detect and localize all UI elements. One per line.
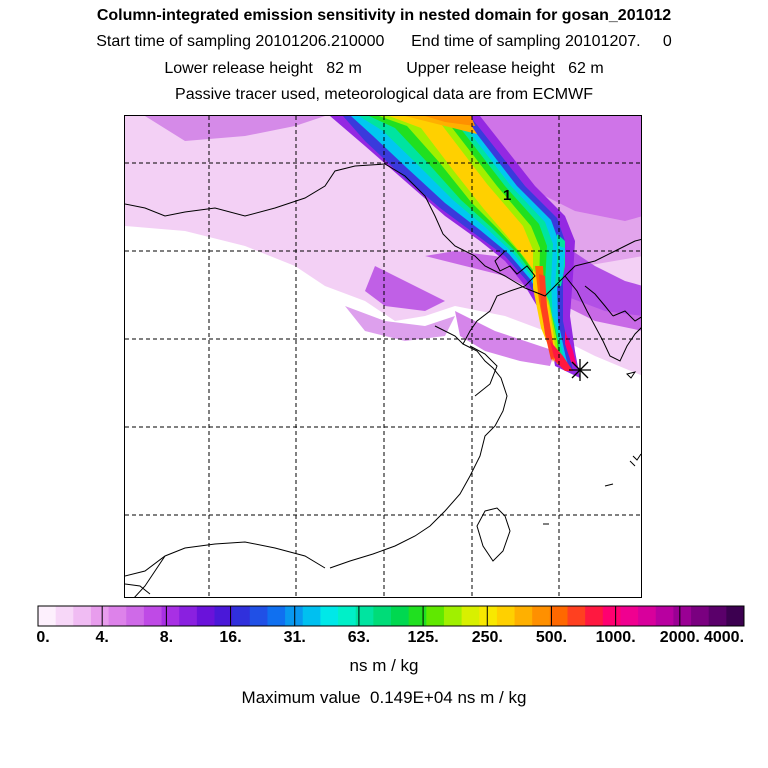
tracer-info: Passive tracer used, meteorological data… [175, 86, 593, 103]
colorbar-swatch [249, 606, 268, 626]
colorbar-swatch [38, 606, 57, 626]
colorbar-swatch [479, 606, 498, 626]
colorbar-tick-label: 1000. [595, 629, 636, 646]
colorbar-frame [37, 605, 745, 627]
colorbar-units: ns m / kg [349, 656, 419, 675]
colorbar-tick-label: 63. [347, 629, 371, 646]
colorbar-swatch [285, 606, 304, 626]
sampling-times: Start time of sampling 20101206.210000 E… [96, 33, 672, 50]
colorbar-tick-label: 0. [36, 629, 50, 646]
colorbar-tick-label: 8. [159, 629, 174, 646]
colorbar-swatch [214, 606, 233, 626]
colorbar-swatch [179, 606, 198, 626]
map-canvas: 1 [125, 116, 641, 597]
lat-lon-grid [125, 116, 641, 597]
colorbar-swatch [602, 606, 621, 626]
colorbar-swatch [161, 606, 180, 626]
colorbar-tick-label: 500. [535, 629, 568, 646]
colorbar-swatch [638, 606, 657, 626]
colorbar-swatch [655, 606, 674, 626]
colorbar [37, 605, 745, 627]
colorbar-swatch [708, 606, 727, 626]
colorbar-swatch [461, 606, 480, 626]
colorbar-swatch [673, 606, 692, 626]
colorbar-tick-label: 31. [283, 629, 306, 646]
emission-sensitivity-map: 1 [124, 115, 642, 598]
colorbar-swatch [232, 606, 251, 626]
colorbar-swatch [391, 606, 410, 626]
colorbar-swatch [196, 606, 215, 626]
colorbar-swatch [126, 606, 145, 626]
colorbar-swatch [338, 606, 357, 626]
colorbar-swatch [514, 606, 533, 626]
colorbar-swatch [55, 606, 74, 626]
colorbar-swatch [496, 606, 516, 626]
colorbar-tick-label: 4000. [703, 629, 745, 646]
colorbar-swatch [726, 606, 745, 626]
coastlines-borders [125, 163, 641, 597]
colorbar-swatch [549, 606, 568, 626]
colorbar-swatch [532, 606, 551, 626]
colorbar-tick-label: 125. [407, 629, 439, 646]
colorbar-swatch [90, 606, 110, 626]
colorbar-swatch [567, 606, 586, 626]
colorbar-swatch [108, 606, 127, 626]
colorbar-swatch [408, 606, 427, 626]
colorbar-swatch [620, 606, 639, 626]
colorbar-swatch [355, 606, 374, 626]
cluster-label: 1 [503, 187, 511, 204]
colorbar-tick-label: 2000. [659, 629, 700, 646]
colorbar-swatch [443, 606, 463, 626]
colorbar-tick-label: 4. [95, 629, 109, 646]
colorbar-swatch [73, 606, 92, 626]
colorbar-swatch [373, 606, 392, 626]
colorbar-swatch [320, 606, 339, 626]
colorbar-tick-label: 16. [219, 629, 242, 646]
colorbar-tick-label: 250. [471, 629, 503, 646]
map-title: Column-integrated emission sensitivity i… [96, 7, 672, 24]
maximum-value: Maximum value 0.149E+04 ns m / kg [241, 688, 527, 707]
release-point-marker [569, 359, 591, 381]
release-heights: Lower release height 82 m Upper release … [164, 60, 604, 77]
colorbar-swatch [426, 606, 445, 626]
colorbar-swatch [302, 606, 321, 626]
colorbar-swatch [267, 606, 286, 626]
colorbar-swatch [143, 606, 163, 626]
colorbar-swatch [691, 606, 710, 626]
colorbar-swatch [585, 606, 604, 626]
